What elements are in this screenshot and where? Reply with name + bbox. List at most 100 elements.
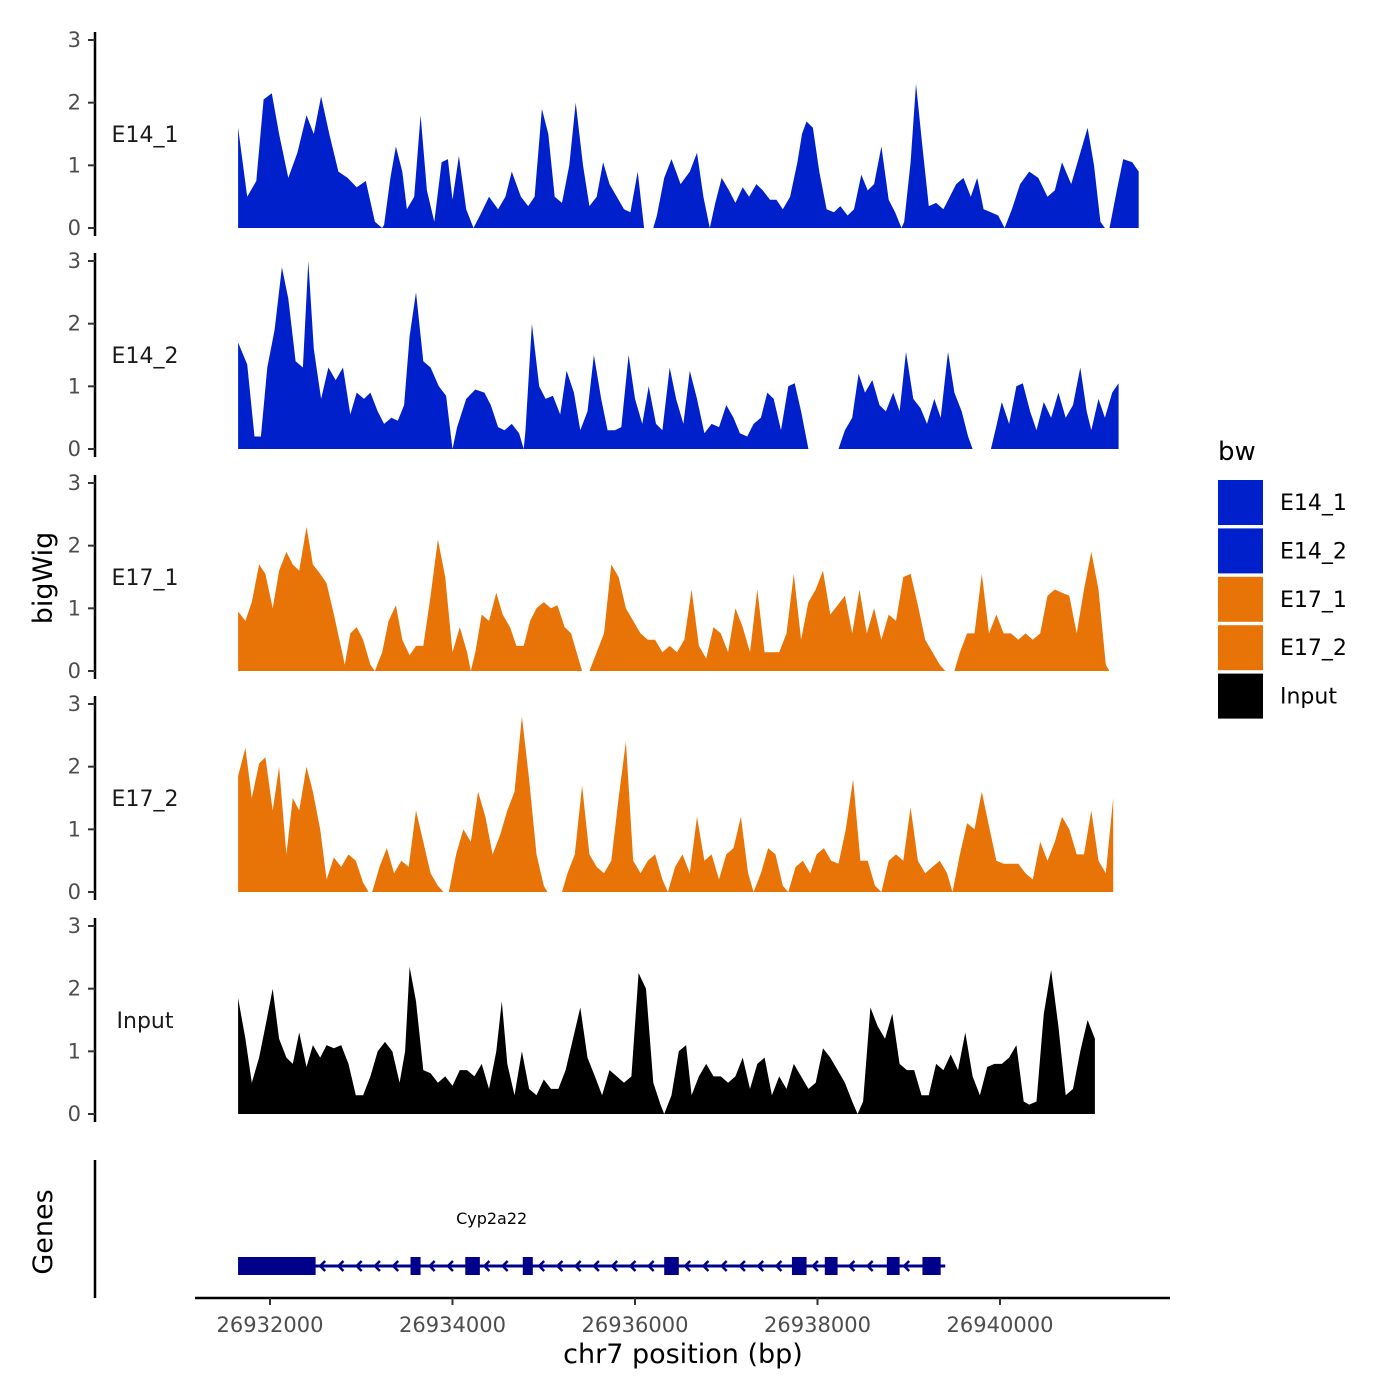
legend-label-e17-2: E17_2 xyxy=(1280,636,1347,661)
legend-label-e14-1: E14_1 xyxy=(1280,491,1347,516)
coverage-area-e14-1 xyxy=(901,83,1005,229)
exon xyxy=(824,1257,838,1275)
strand-arrow xyxy=(537,1260,546,1272)
strand-arrow xyxy=(573,1260,582,1272)
coverage-area-e17-2 xyxy=(753,848,789,892)
strand-arrow xyxy=(865,1260,874,1272)
coverage-area-e17-2 xyxy=(952,791,1114,892)
legend-swatch-input xyxy=(1218,673,1263,719)
coverage-area-e14-1 xyxy=(473,102,645,228)
coverage-area-e17-1 xyxy=(589,564,946,671)
y-tick-label: 0 xyxy=(68,437,81,461)
legend-label-e17-1: E17_1 xyxy=(1280,588,1347,613)
coverage-area-e17-2 xyxy=(238,747,369,892)
coverage-area-e14-1 xyxy=(1109,159,1139,228)
x-tick-label: 26932000 xyxy=(217,1313,324,1337)
coverage-area-e17-1 xyxy=(470,592,583,671)
y-tick-label: 1 xyxy=(68,374,81,398)
x-axis: 26932000 26934000 26936000 26938000 26940000 xyxy=(195,1296,1170,1337)
coverage-area-e17-2 xyxy=(667,816,754,892)
exon xyxy=(465,1257,480,1275)
x-tick-label: 26934000 xyxy=(399,1313,506,1337)
gene-cyp2a22: Cyp2a22 xyxy=(238,1209,946,1275)
y-tick-label: 2 xyxy=(68,977,81,1001)
y-tick-label: 3 xyxy=(68,471,81,495)
y-tick-label: 2 xyxy=(68,91,81,115)
strand-arrow xyxy=(354,1260,363,1272)
legend-swatch-e17-2 xyxy=(1218,625,1263,671)
coverage-area-input xyxy=(238,966,665,1114)
y-tick-label: 3 xyxy=(68,692,81,716)
exon xyxy=(886,1257,900,1275)
track-e17-1: 0 1 2 3 E17_1 xyxy=(68,471,1110,683)
exon xyxy=(791,1257,807,1275)
y-tick-label: 1 xyxy=(68,817,81,841)
coverage-area-e17-1 xyxy=(954,551,1110,671)
y-tick-label: 3 xyxy=(68,249,81,273)
track-label-e17-1: E17_1 xyxy=(112,566,179,591)
coverage-area-e14-1 xyxy=(653,152,710,228)
strand-arrow xyxy=(446,1260,454,1272)
x-tick-label: 26940000 xyxy=(947,1313,1054,1337)
coverage-area-input xyxy=(664,1045,858,1114)
track-label-e17-2: E17_2 xyxy=(112,787,179,812)
strand-arrow xyxy=(701,1260,710,1272)
coverage-area-e17-1 xyxy=(238,526,375,671)
strand-arrow xyxy=(318,1260,327,1272)
track-e14-2: 0 1 2 3 E14_2 xyxy=(68,249,1119,461)
coverage-area-e14-1 xyxy=(238,93,383,228)
strand-arrow xyxy=(482,1260,491,1272)
coverage-area-e17-2 xyxy=(562,741,668,892)
coverage-area-e14-2 xyxy=(452,389,524,449)
strand-arrow xyxy=(628,1260,637,1272)
coverage-area-e17-1 xyxy=(374,539,471,671)
y-tick-label: 0 xyxy=(68,659,81,683)
track-label-input: Input xyxy=(117,1009,174,1034)
strand-arrow xyxy=(373,1260,381,1272)
x-axis-title: chr7 position (bp) xyxy=(563,1339,803,1370)
strand-arrow xyxy=(774,1260,783,1272)
y-tick-label: 0 xyxy=(68,880,81,904)
y-tick-label: 0 xyxy=(68,216,81,240)
legend-title: bw xyxy=(1218,437,1256,467)
strand-arrow xyxy=(847,1260,856,1272)
y-tick-label: 3 xyxy=(68,28,81,52)
track-input: 0 1 2 3 Input xyxy=(68,914,1095,1126)
gene-label: Cyp2a22 xyxy=(456,1209,527,1228)
y-tick-label: 2 xyxy=(68,755,81,779)
coverage-area-e14-1 xyxy=(382,115,474,228)
legend-label-input: Input xyxy=(1280,685,1337,710)
strand-arrow xyxy=(391,1260,400,1272)
coverage-area-e14-1 xyxy=(1004,127,1105,228)
coverage-area-e14-1 xyxy=(709,121,902,228)
genes-axis-title: Genes xyxy=(28,1189,59,1274)
strand-arrow xyxy=(592,1260,600,1272)
exon xyxy=(522,1257,533,1275)
gene-track: Cyp2a22 xyxy=(93,1160,946,1298)
track-e17-2: 0 1 2 3 E17_2 xyxy=(68,692,1114,904)
strand-arrow xyxy=(336,1260,345,1272)
coverage-area-e17-2 xyxy=(372,810,444,892)
y-tick-label: 1 xyxy=(68,596,81,620)
exon xyxy=(238,1257,316,1275)
strand-arrow xyxy=(427,1260,436,1272)
coverage-area-e17-2 xyxy=(788,779,882,892)
y-tick-label: 1 xyxy=(68,153,81,177)
strand-arrow xyxy=(610,1260,619,1272)
y-tick-label: 3 xyxy=(68,914,81,938)
strand-arrow xyxy=(683,1260,692,1272)
coverage-area-e14-2 xyxy=(523,323,809,449)
legend-swatch-e14-1 xyxy=(1218,480,1263,525)
exon xyxy=(922,1257,941,1275)
strand-arrow xyxy=(719,1260,728,1272)
strand-arrow xyxy=(646,1260,655,1272)
tracks-group: 0 1 2 3 E14_1 0 1 2 3 E14_2 0 1 2 3 E17_1 0 1 2 3 E17_2 0 1 2 3… xyxy=(68,28,1139,1126)
legend-swatch-e14-2 xyxy=(1218,528,1263,574)
coverage-area-e14-2 xyxy=(838,351,973,449)
coverage-area-e17-2 xyxy=(448,716,548,892)
legend: bw E14_1 E14_2 E17_1 E17_2 Input xyxy=(1218,437,1347,719)
strand-arrow xyxy=(738,1260,746,1272)
strand-arrow xyxy=(555,1260,564,1272)
